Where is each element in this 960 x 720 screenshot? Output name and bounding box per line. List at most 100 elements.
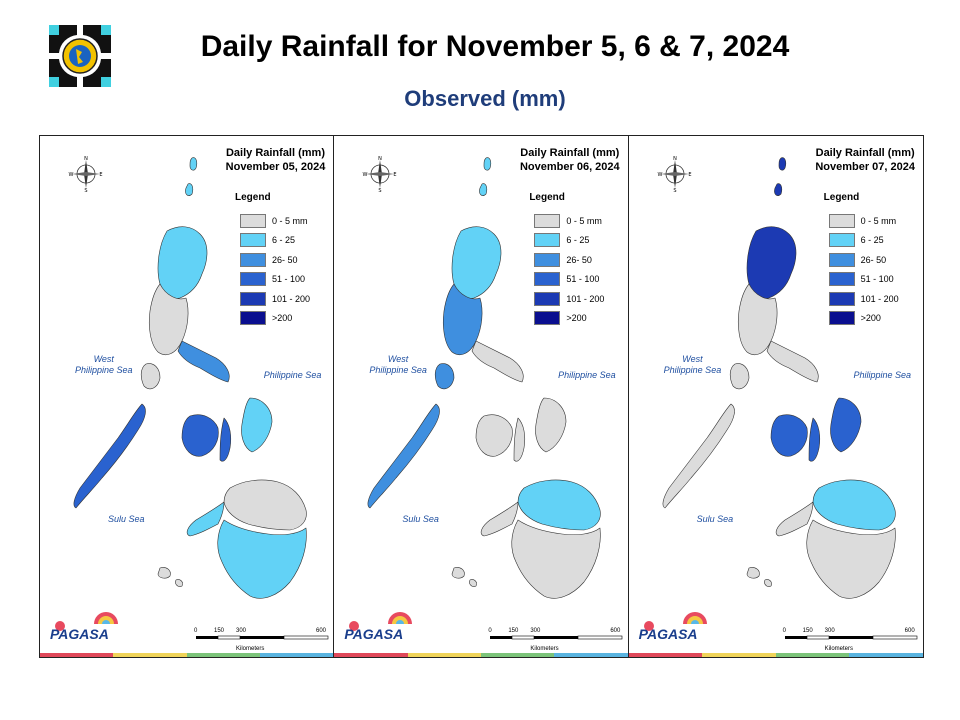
map-title: Daily Rainfall (mm) November 07, 2024 [815, 146, 915, 174]
legend-swatch [828, 272, 855, 287]
west-philippine-sea-label: West Philippine Sea [369, 354, 427, 375]
region-luzon-central [443, 283, 483, 355]
legend-swatch [828, 252, 855, 267]
philippine-sea-label: Philippine Sea [853, 370, 911, 380]
legend-title: Legend [235, 192, 271, 203]
scale-ticks: 0 150 300 600 [194, 628, 327, 634]
scale-unit: Kilometers [824, 646, 853, 652]
map-title-line1: Daily Rainfall (mm) [225, 147, 325, 159]
legend-swatch [240, 213, 266, 228]
legend-label: 26- 50 [272, 254, 298, 265]
compass-s: S [84, 188, 87, 192]
legend-item: 101 - 200 [240, 289, 310, 309]
sulu-sea-label: Sulu Sea [108, 514, 145, 524]
legend-item: 6 - 25 [240, 231, 310, 251]
region-visayas-east [829, 397, 861, 453]
legend-title: Legend [823, 192, 860, 203]
region-luzon-north [157, 226, 208, 299]
region-sulu [157, 567, 183, 587]
legend-label: >200 [566, 313, 587, 324]
region-bicol [472, 340, 524, 383]
stripe-segment [40, 653, 114, 657]
map-title: Daily Rainfall (mm) November 05, 2024 [226, 146, 326, 174]
stripe-segment [628, 653, 703, 657]
region-visayas-central [808, 417, 820, 462]
legend-swatch [828, 311, 855, 326]
legend-item: 26- 50 [240, 250, 310, 270]
region-batanes [773, 157, 786, 196]
stripe-segment [849, 653, 923, 657]
map-title-line1: Daily Rainfall (mm) [815, 147, 915, 159]
region-zamboanga [481, 501, 519, 537]
legend-label: 101 - 200 [860, 293, 899, 304]
color-stripe [40, 653, 334, 657]
compass-rose-icon: N S W E [69, 156, 103, 192]
legend-swatch [240, 272, 266, 287]
region-palawan [73, 403, 146, 509]
legend-swatch [828, 233, 855, 248]
legend-item: >200 [240, 309, 310, 329]
legend-swatch [828, 291, 855, 306]
legend-label: 26- 50 [860, 254, 887, 265]
legend-swatch [240, 252, 266, 267]
legend-label: 6 - 25 [272, 235, 296, 246]
west-philippine-sea-label: West Philippine Sea [663, 354, 722, 375]
region-zamboanga [186, 501, 225, 537]
pagasa-wordmark: PAGASA [344, 626, 404, 642]
legend-label: 6 - 25 [566, 235, 590, 246]
rainfall-map-nov-07: N S W E Daily Rainfall (mm) November 07,… [628, 136, 923, 657]
stripe-segment [775, 653, 850, 657]
legend-title: Legend [529, 192, 565, 203]
compass-n: N [378, 156, 382, 162]
pagasa-brand-icon [349, 612, 413, 631]
legend-swatch [534, 272, 561, 287]
page-subtitle: Observed (mm) [404, 86, 566, 111]
color-stripe [334, 653, 628, 657]
stripe-segment [334, 653, 408, 657]
scale-bar [196, 635, 329, 640]
philippine-sea-label: Philippine Sea [558, 370, 616, 380]
pagasa-wordmark: PAGASA [638, 626, 698, 642]
map-date: November 05, 2024 [225, 161, 326, 173]
legend-label: 51 - 100 [272, 274, 306, 285]
map-panels: N S W E Daily Rainfall (mm) November 05,… [39, 135, 924, 658]
legend-swatch [534, 233, 561, 248]
legend-swatch [534, 252, 561, 267]
pagasa-brand-icon [643, 612, 707, 631]
legend: 0 - 5 mm 6 - 25 26- 50 51 - 100 101 - 200 >20… [240, 211, 310, 328]
legend-label: 101 - 200 [566, 293, 605, 304]
region-visayas-west [181, 414, 219, 457]
region-luzon-central [737, 283, 778, 355]
pagasa-logo [47, 23, 113, 89]
stripe-segment [554, 653, 628, 657]
compass-s: S [379, 188, 382, 192]
sulu-sea-label: Sulu Sea [696, 514, 734, 524]
region-bicol [177, 340, 230, 383]
region-mindanao-south [217, 519, 307, 599]
scale-bar [784, 635, 917, 640]
sulu-sea-label: Sulu Sea [402, 514, 439, 524]
legend-label: 0 - 5 mm [860, 215, 897, 226]
philippines-map [367, 157, 602, 599]
region-luzon-north [746, 226, 796, 299]
scale-bar [490, 635, 623, 640]
region-mindanao-south [806, 519, 896, 599]
region-sulu [452, 567, 478, 587]
compass-e: E [394, 172, 397, 178]
scale-ticks: 0 150 300 600 [488, 628, 621, 634]
map-date: November 06, 2024 [519, 161, 620, 173]
legend-swatch [534, 291, 561, 306]
region-mindanao-north [812, 479, 896, 531]
map-title: Daily Rainfall (mm) November 06, 2024 [520, 146, 620, 174]
region-palawan [367, 403, 441, 509]
legend-label: 0 - 5 mm [566, 215, 602, 226]
philippines-map [662, 157, 896, 599]
region-mindoro [140, 363, 161, 390]
legend-item: 6 - 25 [828, 231, 899, 251]
compass-s: S [673, 188, 676, 192]
compass-e: E [688, 172, 691, 178]
region-visayas-west [476, 414, 514, 457]
legend-label: >200 [272, 313, 293, 324]
region-visayas-east [241, 397, 273, 453]
philippine-sea-label: Philippine Sea [263, 370, 322, 380]
